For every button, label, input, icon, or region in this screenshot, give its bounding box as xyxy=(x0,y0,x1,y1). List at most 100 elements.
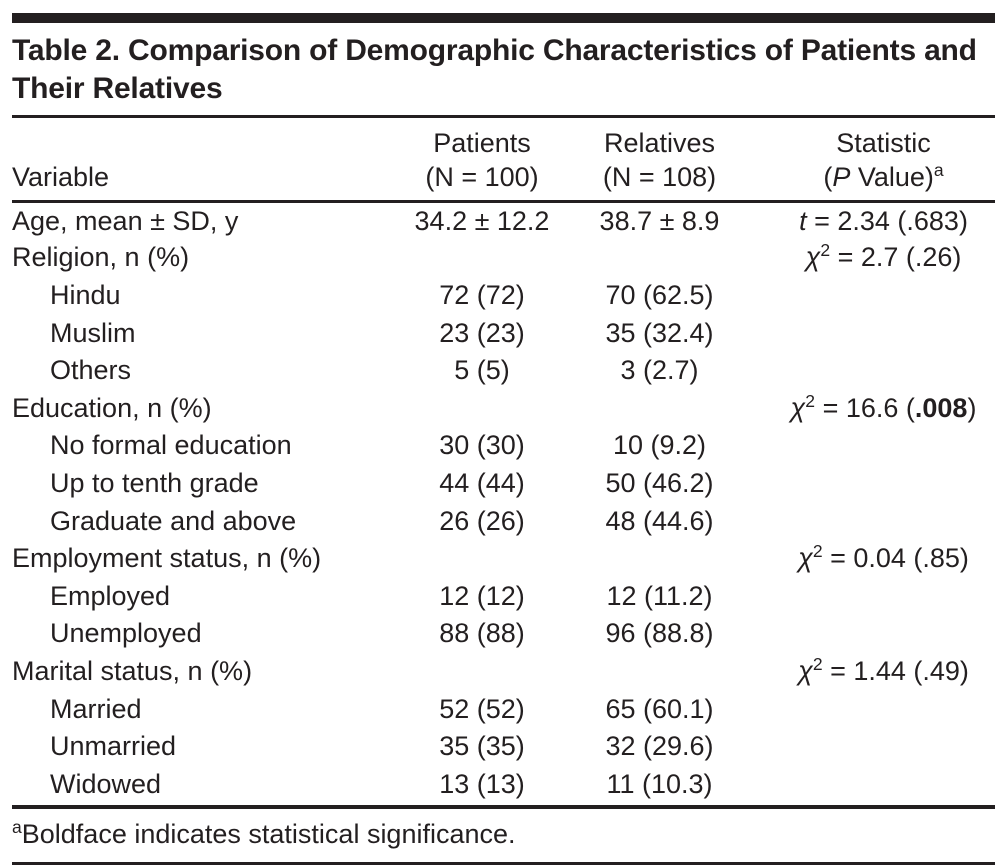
table-title: Table 2. Comparison of Demographic Chara… xyxy=(12,34,977,105)
bottom-rule xyxy=(12,862,995,865)
bold-significant-p-value: .008 xyxy=(914,392,968,423)
row-employment: Employment status, n (%) χ2 = 0.04 (.85) xyxy=(12,540,995,578)
cell-statistic xyxy=(752,615,995,653)
cell-relatives xyxy=(567,239,752,277)
cell-statistic xyxy=(752,465,995,503)
cell-variable: Hindu xyxy=(50,279,121,310)
row-employment-employed: Employed 12 (12) 12 (11.2) xyxy=(12,577,995,615)
cell-statistic xyxy=(752,577,995,615)
footnote-marker: a xyxy=(12,817,22,837)
column-header-relatives: Relatives (N = 108) xyxy=(567,118,752,203)
column-header-statistic-line1: Statistic xyxy=(836,128,931,158)
row-education-graduate: Graduate and above 26 (26) 48 (44.6) xyxy=(12,502,995,540)
cell-variable: Married xyxy=(50,693,142,724)
p-value-italic-p: P xyxy=(832,162,851,192)
cell-variable: Muslim xyxy=(50,317,136,348)
cell-variable: Graduate and above xyxy=(50,505,297,536)
cell-patients xyxy=(397,389,567,427)
cell-statistic xyxy=(752,690,995,728)
cell-relatives: 12 (11.2) xyxy=(606,580,713,611)
row-employment-unemployed: Unemployed 88 (88) 96 (88.8) xyxy=(12,615,995,653)
row-religion-hindu: Hindu 72 (72) 70 (62.5) xyxy=(12,277,995,315)
cell-patients: 35 (35) xyxy=(439,731,525,762)
cell-patients: 34.2 ± 12.2 xyxy=(414,205,550,236)
cell-statistic xyxy=(752,352,995,390)
column-header-patients-line1: Patients xyxy=(433,128,531,158)
row-age: Age, mean ± SD, y 34.2 ± 12.2 38.7 ± 8.9… xyxy=(12,202,995,240)
cell-patients: 72 (72) xyxy=(439,279,525,310)
cell-relatives: 65 (60.1) xyxy=(605,693,714,724)
cell-relatives: 96 (88.8) xyxy=(605,618,714,649)
column-header-relatives-line1: Relatives xyxy=(603,128,716,158)
cell-patients: 13 (13) xyxy=(439,768,525,799)
footnote-marker-superscript: a xyxy=(933,160,944,180)
cell-patients: 30 (30) xyxy=(439,430,525,461)
cell-relatives xyxy=(567,653,752,691)
cell-relatives xyxy=(567,540,752,578)
cell-variable: Up to tenth grade xyxy=(50,467,259,498)
cell-patients: 12 (12) xyxy=(439,580,525,611)
column-header-patients: Patients (N = 100) xyxy=(397,118,567,203)
cell-statistic: χ2 = 1.44 (.49) xyxy=(798,653,969,686)
cell-patients: 26 (26) xyxy=(439,505,525,536)
cell-variable: Unemployed xyxy=(50,618,202,649)
row-marital: Marital status, n (%) χ2 = 1.44 (.49) xyxy=(12,653,995,691)
footnote-top-rule xyxy=(12,805,995,809)
cell-statistic xyxy=(752,277,995,315)
row-religion-muslim: Muslim 23 (23) 35 (32.4) xyxy=(12,314,995,352)
cell-variable: Others xyxy=(50,355,132,386)
row-religion-others: Others 5 (5) 3 (2.7) xyxy=(12,352,995,390)
cell-statistic xyxy=(752,427,995,465)
cell-statistic xyxy=(752,765,995,803)
cell-variable: Widowed xyxy=(50,768,162,799)
row-marital-married: Married 52 (52) 65 (60.1) xyxy=(12,690,995,728)
cell-statistic: χ2 = 0.04 (.85) xyxy=(798,541,969,574)
cell-variable: Age, mean ± SD, y xyxy=(12,205,239,236)
column-header-relatives-line2: (N = 108) xyxy=(602,162,717,192)
row-marital-widowed: Widowed 13 (13) 11 (10.3) xyxy=(12,765,995,803)
cell-patients: 44 (44) xyxy=(439,467,525,498)
cell-variable: Employed xyxy=(50,580,171,611)
column-header-statistic: Statistic (P Value)a xyxy=(752,118,995,203)
cell-relatives xyxy=(567,389,752,427)
cell-relatives: 48 (44.6) xyxy=(605,505,714,536)
title-rule xyxy=(12,115,995,118)
cell-patients: 52 (52) xyxy=(439,693,525,724)
cell-patients xyxy=(397,653,567,691)
cell-patients: 88 (88) xyxy=(439,618,525,649)
cell-statistic xyxy=(752,502,995,540)
cell-statistic xyxy=(752,314,995,352)
cell-patients: 23 (23) xyxy=(439,317,525,348)
cell-statistic: χ2 = 16.6 (.008) xyxy=(790,390,977,423)
cell-relatives: 50 (46.2) xyxy=(605,467,714,498)
cell-variable: Education, n (%) xyxy=(12,392,212,423)
cell-patients xyxy=(397,239,567,277)
cell-statistic xyxy=(752,728,995,766)
demographics-table: Variable Patients (N = 100) Relatives (N… xyxy=(12,118,995,803)
cell-variable: No formal education xyxy=(50,430,292,461)
table-footnote: aBoldface indicates statistical signific… xyxy=(12,809,995,862)
cell-statistic: t = 2.34 (.683) xyxy=(799,205,968,236)
footnote-text: Boldface indicates statistical significa… xyxy=(21,819,516,849)
cell-variable: Marital status, n (%) xyxy=(12,655,253,686)
row-education-no-formal: No formal education 30 (30) 10 (9.2) xyxy=(12,427,995,465)
cell-relatives: 70 (62.5) xyxy=(605,279,714,310)
row-religion: Religion, n (%) χ2 = 2.7 (.26) xyxy=(12,239,995,277)
top-rule xyxy=(12,13,995,23)
row-marital-unmarried: Unmarried 35 (35) 32 (29.6) xyxy=(12,728,995,766)
column-header-patients-line2: (N = 100) xyxy=(425,162,539,192)
cell-relatives: 38.7 ± 8.9 xyxy=(599,205,720,236)
cell-patients xyxy=(397,540,567,578)
cell-patients: 5 (5) xyxy=(454,355,510,386)
cell-relatives: 10 (9.2) xyxy=(612,430,707,461)
cell-relatives: 35 (32.4) xyxy=(605,317,714,348)
cell-relatives: 11 (10.3) xyxy=(606,768,713,799)
cell-relatives: 3 (2.7) xyxy=(620,355,699,386)
cell-variable: Religion, n (%) xyxy=(12,242,190,273)
cell-variable: Unmarried xyxy=(50,731,177,762)
cell-statistic: χ2 = 2.7 (.26) xyxy=(805,240,962,273)
row-education: Education, n (%) χ2 = 16.6 (.008) xyxy=(12,389,995,427)
row-education-tenth-grade: Up to tenth grade 44 (44) 50 (46.2) xyxy=(12,465,995,503)
column-header-variable: Variable xyxy=(12,118,397,203)
